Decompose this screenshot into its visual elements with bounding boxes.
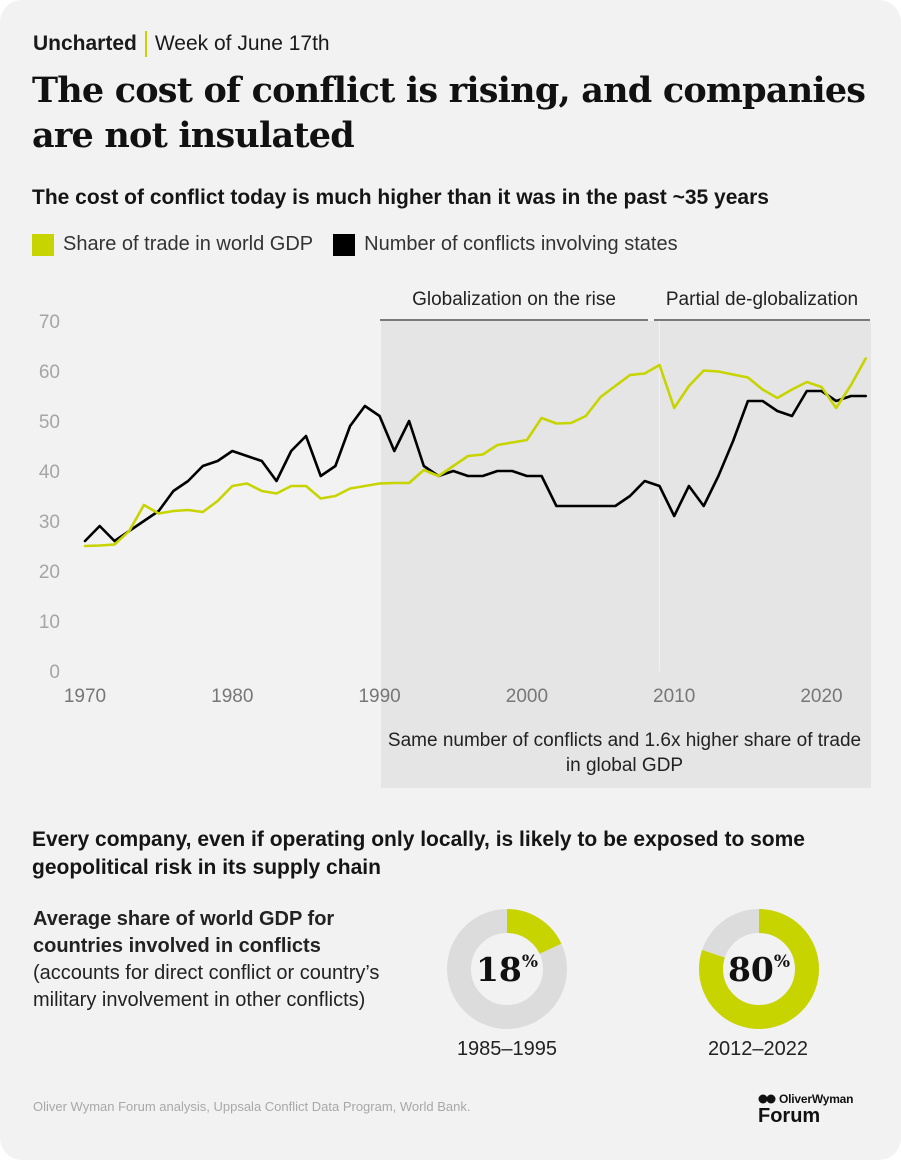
page-title: The cost of conflict is rising, and comp… <box>32 70 866 156</box>
band-labels: Globalization on the rise Partial de-glob… <box>380 289 870 321</box>
y-tick-label: 30 <box>39 512 60 533</box>
x-axis: 1970 1980 1990 2000 2010 2020 <box>64 686 843 707</box>
legend-label-trade: Share of trade in world GDP <box>63 233 314 255</box>
y-tick-label: 10 <box>39 612 60 633</box>
series-layer <box>83 357 868 548</box>
logo-text-1: OliverWyman <box>779 1092 854 1106</box>
chart-annotation: Same number of conflicts and 1.6x higher… <box>387 730 862 776</box>
legend-item-conflicts: Number of conflicts involving states <box>333 233 678 256</box>
logo-line-2: Forum <box>758 1105 821 1127</box>
x-tick-label: 2000 <box>506 686 548 707</box>
section-heading: Every company, even if operating only lo… <box>32 828 805 879</box>
band-label: Globalization on the rise <box>412 289 616 310</box>
x-tick-label: 2020 <box>800 686 842 707</box>
y-tick-label: 40 <box>39 462 60 483</box>
x-tick-label: 2010 <box>653 686 695 707</box>
x-tick-label: 1980 <box>211 686 253 707</box>
donut-period-label: 2012–2022 <box>707 1038 809 1060</box>
donut-number: 80 <box>727 949 774 989</box>
y-axis: 0 10 20 30 40 50 60 70 <box>39 312 60 683</box>
gdp-share-description: Average share of world GDP for countries… <box>33 906 413 1014</box>
donut-value-label: 18% <box>442 904 572 1034</box>
chart-legend: Share of trade in world GDP Number of co… <box>32 233 698 256</box>
donut-value-arc <box>447 909 567 1029</box>
donut-value-arc <box>699 909 819 1029</box>
oliver-wyman-forum-logo: OliverWyman Forum <box>758 1092 853 1128</box>
series-line-trade-share <box>83 357 868 548</box>
donut-chart-2012-2022: 80% <box>694 904 824 1034</box>
x-tick-label: 1990 <box>358 686 400 707</box>
logo-mark-icon <box>758 1094 776 1104</box>
gdp-share-title: Average share of world GDP for countries… <box>33 908 335 957</box>
band-label: Partial de-globalization <box>666 289 858 310</box>
line-chart: Globalization on the rise Partial de-glob… <box>39 289 871 788</box>
chart-title: The cost of conflict today is much highe… <box>32 186 769 209</box>
y-tick-label: 70 <box>39 312 60 333</box>
donut-number: 18 <box>475 949 522 989</box>
y-tick-label: 50 <box>39 412 60 433</box>
donut-period-label: 1985–1995 <box>456 1038 558 1060</box>
legend-label-conflicts: Number of conflicts involving states <box>364 233 678 255</box>
header: Uncharted Week of June 17th <box>33 31 330 57</box>
y-tick-label: 60 <box>39 362 60 383</box>
donut-value-label: 80% <box>694 904 824 1034</box>
shaded-period-band <box>381 321 871 788</box>
brand-label: Uncharted <box>33 32 137 55</box>
donut-unit: % <box>773 952 791 972</box>
x-tick-label: 1970 <box>64 686 106 707</box>
source-note: Oliver Wyman Forum analysis, Uppsala Con… <box>33 1099 471 1114</box>
legend-swatch-conflicts <box>333 233 356 256</box>
gdp-share-note: (accounts for direct conflict or country… <box>33 962 380 1011</box>
y-tick-label: 20 <box>39 562 60 583</box>
header-divider <box>144 31 147 57</box>
logo-line-1: OliverWyman <box>758 1092 853 1106</box>
y-tick-label: 0 <box>49 662 60 683</box>
donut-chart-1985-1995: 18% <box>442 904 572 1034</box>
legend-item-trade: Share of trade in world GDP <box>32 233 313 256</box>
series-line-conflicts <box>83 389 868 543</box>
legend-swatch-trade <box>32 233 54 256</box>
donut-unit: % <box>521 952 539 972</box>
week-label: Week of June 17th <box>154 32 330 55</box>
